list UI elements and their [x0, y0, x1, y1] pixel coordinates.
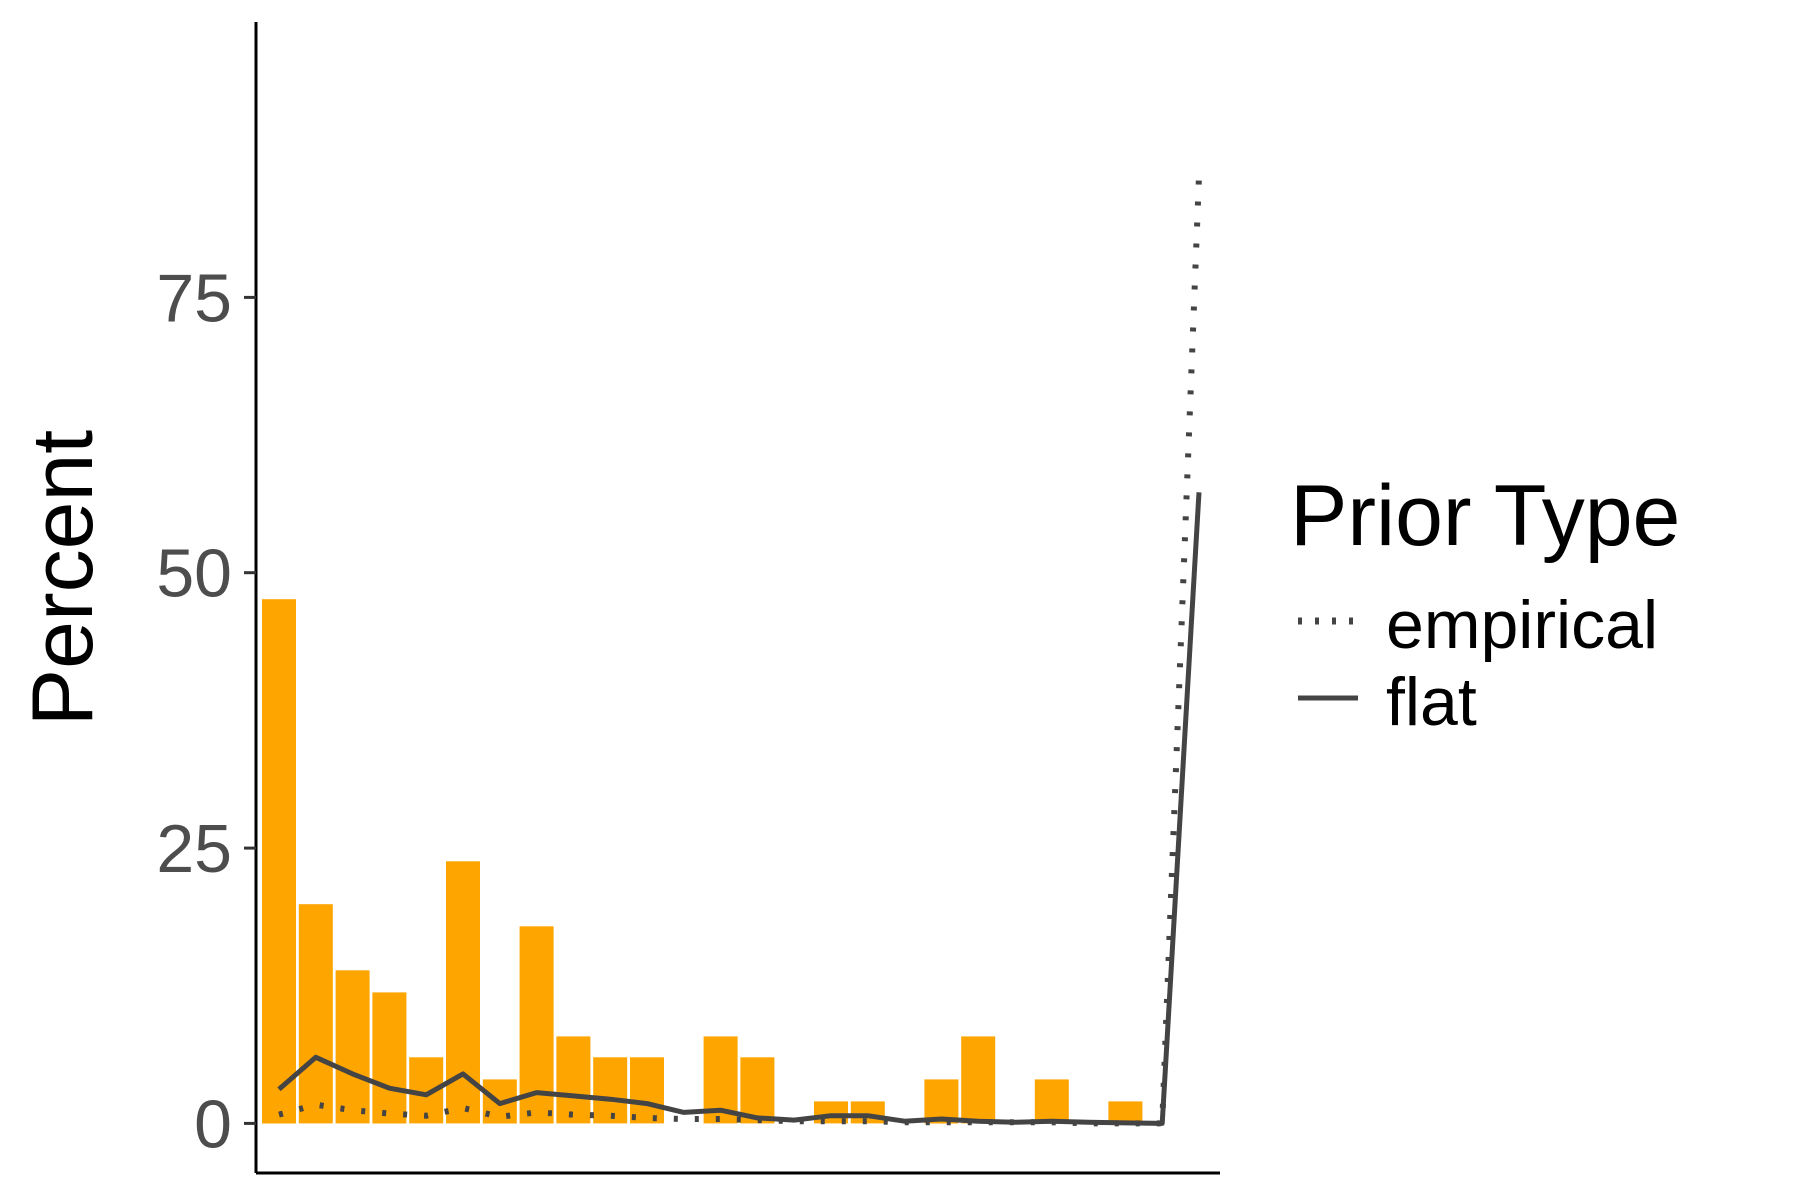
y-tick-label-50: 50 — [156, 536, 232, 612]
bar-13 — [740, 1057, 775, 1124]
series-line-empirical — [278, 176, 1202, 1127]
bar-19 — [961, 1036, 996, 1124]
legend-label-flat: flat — [1386, 664, 1477, 740]
bar-21 — [1034, 1079, 1069, 1124]
y-ticks: 0 25 50 75 — [156, 260, 256, 1162]
bar-9 — [593, 1057, 628, 1124]
bars-layer — [262, 599, 1143, 1124]
bar-16 — [850, 1101, 885, 1124]
bar-18 — [924, 1079, 959, 1124]
bar-3 — [372, 992, 407, 1124]
bar-23 — [1108, 1101, 1143, 1124]
series-line-flat — [277, 492, 1202, 1126]
y-tick-label-25: 25 — [156, 811, 232, 887]
legend-label-empirical: empirical — [1386, 587, 1658, 663]
y-tick-label-0: 0 — [194, 1086, 232, 1162]
bar-1 — [298, 904, 333, 1124]
lines-layer — [277, 176, 1202, 1127]
bar-0 — [262, 599, 296, 1124]
y-tick-label-75: 75 — [156, 260, 232, 336]
bar-8 — [556, 1036, 591, 1124]
bar-2 — [335, 970, 370, 1124]
legend-title: Prior Type — [1290, 468, 1680, 564]
bar-10 — [630, 1057, 664, 1124]
y-axis-title: Percent — [15, 430, 111, 726]
